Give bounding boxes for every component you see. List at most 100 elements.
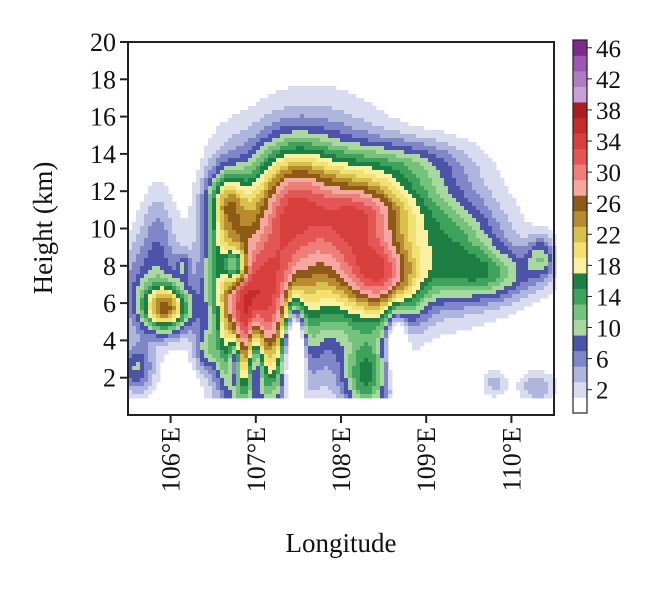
- contour-cell: [240, 270, 245, 275]
- contour-cell: [276, 238, 281, 243]
- contour-cell: [328, 106, 333, 111]
- contour-cell: [160, 238, 165, 243]
- contour-cell: [492, 202, 497, 207]
- contour-cell: [328, 254, 333, 259]
- contour-cell: [428, 318, 433, 323]
- contour-cell: [260, 182, 265, 187]
- contour-cell: [320, 238, 325, 243]
- contour-cell: [500, 226, 505, 231]
- contour-cell: [364, 170, 369, 175]
- contour-cell: [384, 122, 389, 127]
- contour-cell: [320, 258, 325, 263]
- contour-cell: [308, 274, 313, 279]
- contour-cell: [196, 322, 201, 327]
- contour-cell: [332, 154, 337, 159]
- contour-cell: [260, 226, 265, 231]
- contour-cell: [348, 174, 353, 179]
- contour-cell: [352, 146, 357, 151]
- contour-cell: [308, 326, 313, 331]
- contour-cell: [324, 302, 329, 307]
- contour-cell: [408, 326, 413, 331]
- contour-cell: [460, 182, 465, 187]
- contour-cell: [264, 238, 269, 243]
- contour-cell: [484, 262, 489, 267]
- contour-cell: [276, 222, 281, 227]
- contour-cell: [252, 210, 257, 215]
- contour-cell: [376, 138, 381, 143]
- contour-cell: [316, 326, 321, 331]
- contour-cell: [532, 270, 537, 275]
- contour-cell: [316, 106, 321, 111]
- contour-cell: [312, 266, 317, 271]
- contour-cell: [180, 218, 185, 223]
- contour-cell: [456, 214, 461, 219]
- contour-cell: [428, 258, 433, 263]
- contour-cell: [240, 314, 245, 319]
- contour-cell: [276, 106, 281, 111]
- contour-cell: [372, 118, 377, 123]
- contour-cell: [292, 182, 297, 187]
- contour-cell: [352, 142, 357, 147]
- contour-cell: [352, 266, 357, 271]
- contour-cell: [236, 182, 241, 187]
- contour-cell: [140, 210, 145, 215]
- contour-cell: [412, 174, 417, 179]
- contour-cell: [300, 242, 305, 247]
- contour-cell: [372, 278, 377, 283]
- contour-cell: [276, 206, 281, 211]
- contour-cell: [484, 306, 489, 311]
- contour-cell: [188, 274, 193, 279]
- contour-cell: [532, 290, 537, 295]
- contour-cell: [296, 178, 301, 183]
- contour-cell: [412, 194, 417, 199]
- contour-cell: [376, 190, 381, 195]
- contour-cell: [308, 110, 313, 115]
- contour-cell: [424, 230, 429, 235]
- contour-cell: [148, 262, 153, 267]
- contour-cell: [380, 278, 385, 283]
- contour-cell: [336, 126, 341, 131]
- contour-cell: [456, 194, 461, 199]
- contour-cell: [404, 242, 409, 247]
- contour-cell: [196, 314, 201, 319]
- contour-cell: [320, 270, 325, 275]
- contour-cell: [304, 238, 309, 243]
- contour-cell: [460, 166, 465, 171]
- contour-cell: [400, 230, 405, 235]
- contour-cell: [260, 102, 265, 107]
- contour-cell: [384, 170, 389, 175]
- contour-cell: [380, 174, 385, 179]
- contour-cell: [404, 142, 409, 147]
- contour-cell: [536, 274, 541, 279]
- contour-cell: [448, 266, 453, 271]
- contour-cell: [156, 326, 161, 331]
- contour-cell: [296, 258, 301, 263]
- contour-cell: [344, 258, 349, 263]
- contour-cell: [220, 130, 225, 135]
- contour-cell: [372, 298, 377, 303]
- contour-cell: [360, 294, 365, 299]
- contour-cell: [396, 222, 401, 227]
- contour-cell: [428, 158, 433, 163]
- contour-cell: [376, 150, 381, 155]
- contour-cell: [360, 322, 365, 327]
- contour-cell: [480, 222, 485, 227]
- contour-cell: [180, 242, 185, 247]
- contour-cell: [328, 222, 333, 227]
- contour-cell: [476, 238, 481, 243]
- contour-cell: [544, 246, 549, 251]
- contour-cell: [384, 322, 389, 327]
- contour-cell: [340, 218, 345, 223]
- contour-cell: [532, 230, 537, 235]
- contour-cell: [352, 138, 357, 143]
- contour-cell: [372, 194, 377, 199]
- contour-cell: [332, 186, 337, 191]
- contour-cell: [284, 314, 289, 319]
- contour-cell: [420, 290, 425, 295]
- contour-cell: [504, 286, 509, 291]
- contour-cell: [440, 190, 445, 195]
- contour-cell: [292, 110, 297, 115]
- contour-cell: [348, 94, 353, 99]
- contour-cell: [360, 246, 365, 251]
- contour-cell: [484, 270, 489, 275]
